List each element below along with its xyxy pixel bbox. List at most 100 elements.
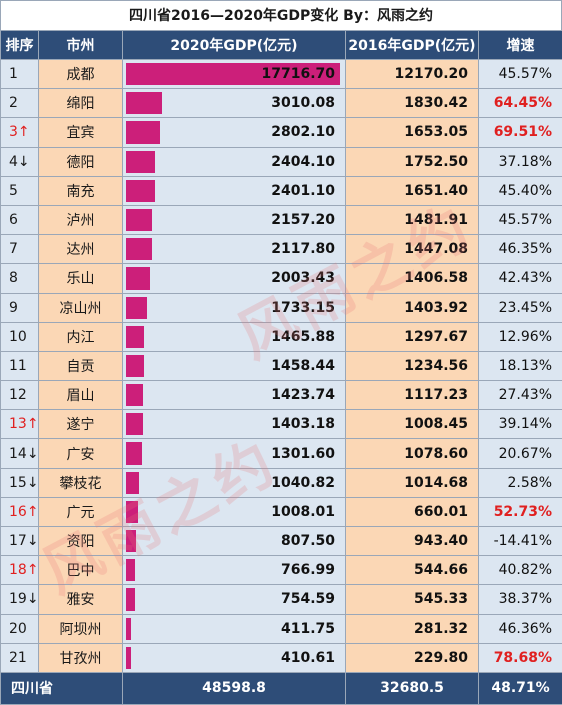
rank-cell: 10 (1, 322, 39, 351)
gdp-2020-cell: 1465.88 (123, 322, 346, 351)
growth-rate-cell: 18.13% (479, 351, 562, 380)
gdp-2020-value: 2401.10 (271, 177, 335, 205)
gdp-2020-cell: 1458.44 (123, 351, 346, 380)
gdp-2020-value: 807.50 (281, 527, 335, 555)
rank-cell: 16↑ (1, 497, 39, 526)
city-cell: 宜宾 (39, 118, 123, 147)
growth-rate-cell: 27.43% (479, 381, 562, 410)
growth-rate-cell: 42.43% (479, 264, 562, 293)
gdp-2020-value: 766.99 (281, 556, 335, 584)
rank-cell: 3↑ (1, 118, 39, 147)
gdp-2020-cell: 1040.82 (123, 468, 346, 497)
gdp-2020-bar (126, 355, 144, 377)
gdp-2016-cell: 1297.67 (346, 322, 479, 351)
gdp-2020-bar (126, 238, 152, 260)
city-cell: 泸州 (39, 205, 123, 234)
rank-cell: 1 (1, 60, 39, 89)
gdp-2020-bar (126, 588, 135, 610)
total-label: 四川省 (1, 672, 123, 704)
rank-cell: 13↑ (1, 410, 39, 439)
rank-cell: 2 (1, 89, 39, 118)
gdp-2020-cell: 1733.15 (123, 293, 346, 322)
growth-rate-cell: 38.37% (479, 585, 562, 614)
city-cell: 阿坝州 (39, 614, 123, 643)
city-cell: 自贡 (39, 351, 123, 380)
header-growth-rate: 增速 (479, 31, 562, 60)
table-title: 四川省2016—2020年GDP变化 By：风雨之约 (0, 0, 562, 30)
city-cell: 雅安 (39, 585, 123, 614)
gdp-2020-value: 2802.10 (271, 118, 335, 146)
gdp-2016-cell: 660.01 (346, 497, 479, 526)
gdp-2016-cell: 1078.60 (346, 439, 479, 468)
city-cell: 广安 (39, 439, 123, 468)
total-growth-rate: 48.71% (479, 672, 562, 704)
gdp-2020-cell: 17716.70 (123, 60, 346, 89)
city-cell: 遂宁 (39, 410, 123, 439)
gdp-2020-value: 3010.08 (271, 89, 335, 117)
gdp-2020-value: 754.59 (281, 585, 335, 613)
gdp-2016-cell: 544.66 (346, 556, 479, 585)
rank-cell: 19↓ (1, 585, 39, 614)
city-cell: 成都 (39, 60, 123, 89)
rank-cell: 21 (1, 643, 39, 672)
rank-cell: 7 (1, 235, 39, 264)
total-row: 四川省 48598.8 32680.5 48.71% (1, 672, 562, 704)
gdp-2016-cell: 229.80 (346, 643, 479, 672)
gdp-2020-bar (126, 559, 135, 581)
growth-rate-cell: 45.40% (479, 176, 562, 205)
rank-cell: 15↓ (1, 468, 39, 497)
gdp-2020-cell: 1423.74 (123, 381, 346, 410)
gdp-2020-cell: 2117.80 (123, 235, 346, 264)
gdp-2020-value: 2157.20 (271, 206, 335, 234)
gdp-2020-value: 1040.82 (271, 469, 335, 497)
gdp-2020-value: 2404.10 (271, 148, 335, 176)
gdp-2016-cell: 545.33 (346, 585, 479, 614)
gdp-2020-cell: 410.61 (123, 643, 346, 672)
city-cell: 广元 (39, 497, 123, 526)
gdp-2020-value: 1733.15 (271, 294, 335, 322)
growth-rate-cell: 64.45% (479, 89, 562, 118)
gdp-2016-cell: 1481.91 (346, 205, 479, 234)
header-gdp-2016: 2016年GDP(亿元) (346, 31, 479, 60)
gdp-2016-cell: 1830.42 (346, 89, 479, 118)
rank-cell: 14↓ (1, 439, 39, 468)
gdp-2016-cell: 1406.58 (346, 264, 479, 293)
gdp-2016-cell: 1234.56 (346, 351, 479, 380)
gdp-2016-cell: 1403.92 (346, 293, 479, 322)
gdp-2020-value: 410.61 (281, 644, 335, 672)
gdp-2020-bar (126, 92, 162, 114)
city-cell: 绵阳 (39, 89, 123, 118)
gdp-2020-bar (126, 472, 139, 494)
gdp-2020-bar (126, 209, 152, 231)
rank-cell: 17↓ (1, 527, 39, 556)
total-gdp-2020: 48598.8 (123, 672, 346, 704)
rank-cell: 18↑ (1, 556, 39, 585)
growth-rate-cell: 20.67% (479, 439, 562, 468)
gdp-2020-value: 1301.60 (271, 439, 335, 467)
gdp-2020-value: 2117.80 (271, 235, 335, 263)
gdp-2020-bar (126, 151, 155, 173)
gdp-2020-value: 17716.70 (261, 60, 335, 88)
header-row: 排序 市州 2020年GDP(亿元) 2016年GDP(亿元) 增速 (1, 31, 562, 60)
city-cell: 甘孜州 (39, 643, 123, 672)
gdp-2020-value: 1465.88 (271, 323, 335, 351)
city-cell: 南充 (39, 176, 123, 205)
growth-rate-cell: 45.57% (479, 205, 562, 234)
growth-rate-cell: 69.51% (479, 118, 562, 147)
gdp-2020-bar (126, 267, 150, 289)
gdp-2020-bar (126, 180, 155, 202)
